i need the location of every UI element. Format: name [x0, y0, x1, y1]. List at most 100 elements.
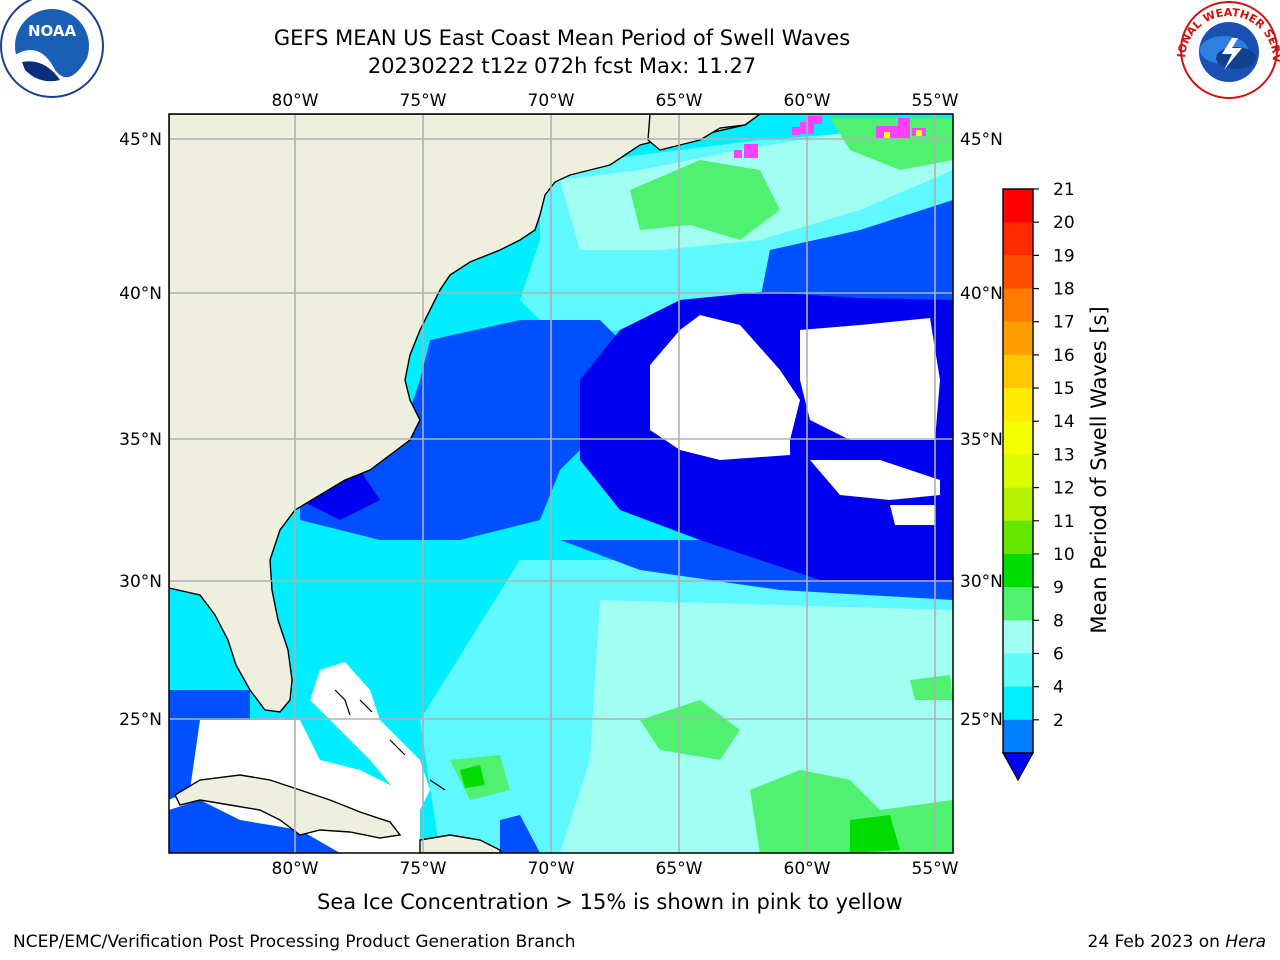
colorbar-tick-label: 21 — [1053, 180, 1075, 200]
lat-label-25n-left: 25°N — [119, 710, 162, 730]
colorbar-segment — [1003, 354, 1033, 389]
lon-label-65w-bottom: 65°W — [656, 859, 703, 879]
nws-logo: NATIONAL WEATHER SERVICE — [0, 0, 1280, 99]
bahamas-outline-1 — [334, 689, 351, 716]
colorbar-tick-label: 6 — [1053, 644, 1064, 664]
nodata-area-2 — [800, 318, 940, 440]
lat-labels-right: 45°N 40°N 35°N 30°N 25°N — [960, 130, 1003, 730]
medium-blue-ne — [760, 200, 953, 320]
colorbar-segment — [1003, 686, 1033, 721]
lon-labels-top: 80°W 75°W 70°W 65°W 60°W 55°W — [272, 91, 959, 111]
deep-blue-coast — [300, 470, 380, 520]
blue-patch-se — [500, 815, 540, 853]
green-patch-central — [640, 700, 740, 760]
lat-label-30n-left: 30°N — [119, 572, 162, 592]
medium-blue-band — [560, 540, 953, 600]
sea-ice-note: Sea Ice Concentration > 15% is shown in … — [317, 890, 903, 914]
noaa-logo: NOAA — [0, 0, 104, 98]
colorbar-tick-label: 17 — [1053, 313, 1075, 333]
lon-label-80w-top: 80°W — [272, 91, 319, 111]
colorbar-tick-label: 8 — [1053, 611, 1064, 631]
colorbar-tick-label: 12 — [1053, 479, 1075, 499]
colorbar-segment — [1003, 520, 1033, 555]
lon-label-70w-top: 70°W — [528, 91, 575, 111]
lon-label-75w-top: 75°W — [400, 91, 447, 111]
colorbar-segment — [1003, 222, 1033, 256]
lon-label-55w-top: 55°W — [912, 91, 959, 111]
lon-label-65w-top: 65°W — [656, 91, 703, 111]
lat-label-45n-right: 45°N — [960, 130, 1003, 150]
credit-date: 24 Feb 2023 on — [1087, 932, 1226, 952]
lon-label-70w-bottom: 70°W — [528, 859, 575, 879]
colorbar-segment — [1003, 454, 1033, 489]
colorbar-tick-label: 16 — [1053, 346, 1075, 366]
colorbar-segment — [1003, 487, 1033, 522]
lat-label-35n-right: 35°N — [960, 430, 1003, 450]
gridlines — [169, 114, 953, 853]
cuba — [174, 774, 402, 839]
north-america — [169, 114, 762, 713]
bahamas-outline-3 — [389, 739, 406, 756]
lon-label-75w-bottom: 75°W — [400, 859, 447, 879]
lon-label-60w-bottom: 60°W — [784, 859, 831, 879]
land — [169, 114, 762, 853]
map-frame — [168, 113, 954, 854]
colorbar-segment — [1003, 189, 1033, 223]
nodata-area-4 — [890, 505, 935, 525]
colorbar-tick-label: 18 — [1053, 280, 1075, 300]
colorbar-label: Mean Period of Swell Waves [s] — [1087, 306, 1111, 633]
gulf-cyan — [169, 585, 260, 720]
medium-blue-west — [300, 320, 640, 540]
colorbar-segment — [1003, 388, 1033, 422]
gulf-blue-south — [169, 720, 200, 800]
nova-scotia — [647, 114, 762, 151]
colorbar-segment — [1003, 321, 1033, 356]
colorbar-tick-label: 11 — [1053, 512, 1075, 532]
gulf-blue — [169, 690, 250, 720]
colorbar-segment — [1003, 288, 1033, 323]
colorbar-tick-label: 15 — [1053, 379, 1075, 399]
colorbar-tick-label: 10 — [1053, 545, 1075, 565]
colorbar-tick-label: 13 — [1053, 445, 1075, 465]
nodata-area-1 — [650, 315, 800, 460]
colorbar-tick-label: 2 — [1053, 711, 1064, 731]
colorbar-tick-label: 20 — [1053, 213, 1075, 233]
lon-labels-bottom: 80°W 75°W 70°W 65°W 60°W 55°W — [272, 859, 959, 879]
credit-host: Hera — [1225, 932, 1266, 952]
colorbar-segment — [1003, 553, 1033, 588]
lat-label-45n-left: 45°N — [119, 130, 162, 150]
colorbar-segment — [1003, 587, 1033, 621]
colorbar-ticks: 21 20 19 18 17 16 15 14 13 12 11 10 9 8 6 4 2 — [1033, 180, 1075, 731]
sea-ice-yellow — [884, 130, 922, 138]
hispaniola — [419, 834, 501, 853]
credit-branch: NCEP/EMC/Verification Post Processing Pr… — [13, 932, 576, 952]
lat-label-25n-right: 25°N — [960, 710, 1003, 730]
nodata-bahamas — [310, 662, 430, 810]
green-patch-east — [910, 675, 953, 700]
colorbar-segment — [1003, 255, 1033, 290]
caribbean-blue — [169, 800, 340, 853]
colorbar-segment — [1003, 620, 1033, 654]
lon-label-55w-bottom: 55°W — [912, 859, 959, 879]
lon-label-60w-top: 60°W — [784, 91, 831, 111]
chart-title: GEFS MEAN US East Coast Mean Period of S… — [273, 26, 851, 50]
colorbar — [1003, 189, 1033, 754]
lat-label-40n-left: 40°N — [119, 284, 162, 304]
colorbar-tick-label: 4 — [1053, 678, 1064, 698]
lat-label-35n-left: 35°N — [119, 430, 162, 450]
noaa-logo-text: NOAA — [28, 22, 77, 40]
colorbar-extend-arrow — [1001, 752, 1035, 782]
credit-date-host: 24 Feb 2023 on Hera — [1088, 932, 1266, 952]
bright-green-sw — [460, 765, 485, 788]
green-patch-south-2 — [850, 815, 900, 853]
colorbar-segment — [1003, 653, 1033, 688]
bahamas-outline-4 — [429, 779, 446, 791]
lat-label-40n-right: 40°N — [960, 284, 1003, 304]
colorbar-tick-label: 9 — [1053, 578, 1064, 598]
nodata-area-3 — [810, 460, 940, 500]
lat-labels-left: 45°N 40°N 35°N 30°N 25°N — [119, 130, 162, 730]
island-outlines — [334, 689, 446, 791]
colorbar-tick-label: 14 — [1053, 412, 1075, 432]
lat-label-30n-right: 30°N — [960, 572, 1003, 592]
